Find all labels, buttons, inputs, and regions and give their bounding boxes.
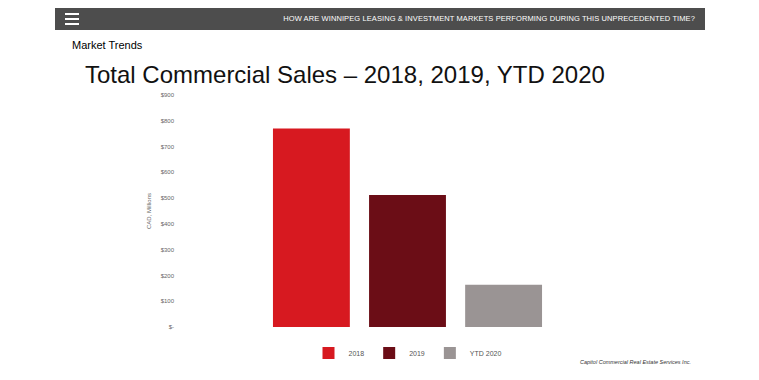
svg-text:2019: 2019 (409, 350, 425, 357)
svg-text:2018: 2018 (349, 350, 365, 357)
svg-text:Total Commercial Sales – 2018,: Total Commercial Sales – 2018, 2019, YTD… (85, 61, 605, 88)
svg-text:$400: $400 (161, 221, 175, 227)
svg-text:$100: $100 (161, 298, 175, 304)
svg-text:$-: $- (169, 324, 174, 330)
html-text:HOW ARE WINNIPEG LEASING & INV: HOW ARE WINNIPEG LEASING & INVESTMENT MA… (283, 14, 695, 23)
svg-text:$500: $500 (161, 195, 175, 201)
svg-text:YTD 2020: YTD 2020 (470, 350, 502, 357)
svg-text:$200: $200 (161, 273, 175, 279)
html-text:Market Trends: Market Trends (72, 39, 143, 51)
svg-text:$800: $800 (161, 118, 175, 124)
svg-text:CAD, Millions: CAD, Millions (146, 193, 152, 229)
svg-text:$300: $300 (161, 247, 175, 253)
html-text:Capitol Commercial Real Estate: Capitol Commercial Real Estate Services … (580, 359, 691, 365)
svg-text:$700: $700 (161, 144, 175, 150)
svg-text:$600: $600 (161, 169, 175, 175)
svg-text:$900: $900 (161, 92, 175, 98)
